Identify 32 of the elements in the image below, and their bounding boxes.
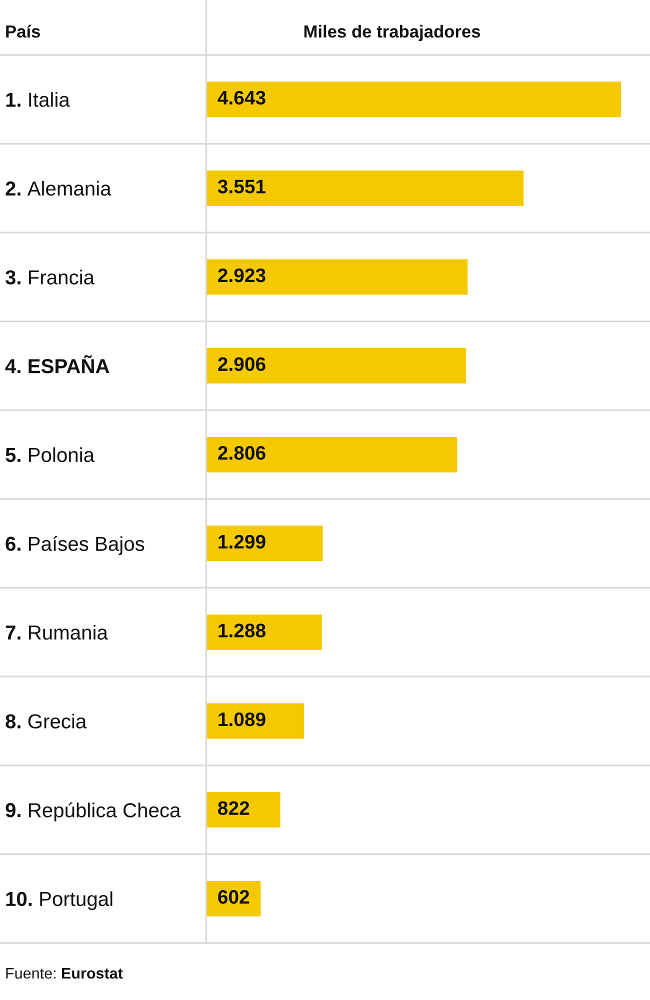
y-tick-label: 10. Portugal — [6, 891, 112, 910]
data-label: 822 — [218, 801, 250, 816]
bar — [207, 348, 466, 384]
bar — [207, 526, 323, 562]
y-tick-label: 6. Países Bajos — [6, 536, 144, 555]
y-axis-title: País — [6, 24, 40, 38]
bar — [207, 170, 524, 206]
source-note: Fuente: Eurostat — [6, 968, 123, 979]
x-axis-title: Miles de trabajadores — [304, 24, 480, 42]
y-tick-label: 2. Alemania — [6, 180, 112, 196]
y-tick-label: 7. Rumania — [6, 624, 108, 640]
data-label: 3.551 — [218, 180, 266, 194]
bar — [207, 259, 468, 295]
y-tick-label: 8. Grecia — [6, 714, 87, 728]
bar — [207, 436, 458, 472]
y-tick-label: 5. Polonia — [6, 447, 95, 462]
data-label: 1.089 — [218, 712, 266, 726]
bar — [207, 703, 304, 739]
bar — [207, 792, 280, 828]
y-tick-label: 3. Francia — [5, 270, 94, 285]
data-label: 2.923 — [218, 268, 266, 282]
y-tick-label: 4. ESPAÑA — [5, 355, 110, 374]
bar — [207, 82, 621, 118]
data-label: 1.299 — [218, 534, 266, 549]
y-tick-label: 1. Italia — [6, 92, 70, 107]
data-label: 2.806 — [218, 446, 266, 460]
data-label: 2.906 — [218, 357, 266, 372]
data-label: 4.643 — [218, 90, 266, 105]
bar — [207, 614, 322, 650]
data-label: 1.288 — [218, 624, 266, 638]
y-tick-label: 9. República Checa — [6, 802, 181, 822]
data-label: 602 — [218, 890, 250, 904]
